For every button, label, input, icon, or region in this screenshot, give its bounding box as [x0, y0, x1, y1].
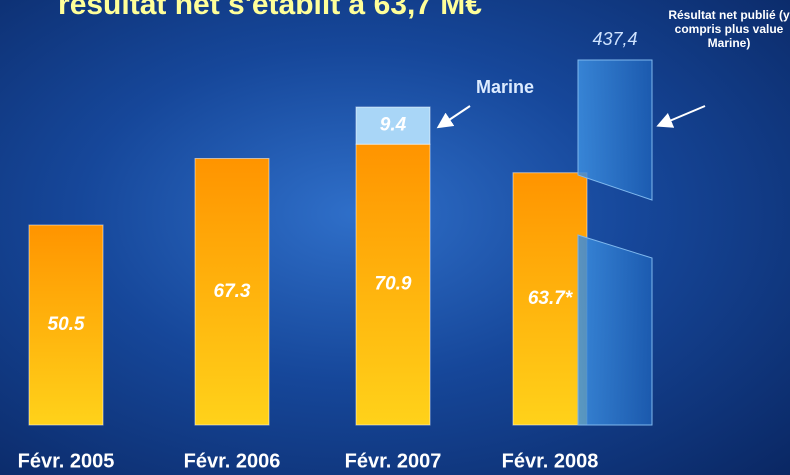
chart-title: résultat net s'établit à 63,7 M€	[58, 0, 482, 21]
bar	[577, 59, 653, 426]
value-label: 437,4	[592, 29, 637, 49]
arrow	[436, 105, 471, 129]
bar	[194, 157, 270, 426]
value-label: 50.5	[48, 314, 85, 335]
bar	[512, 172, 588, 426]
x-tick-label: Févr. 2008	[502, 450, 599, 472]
arrow	[656, 105, 706, 128]
value-label: 63.7*	[528, 288, 574, 309]
x-tick-label: Févr. 2007	[345, 450, 442, 472]
value-label: 9.4	[380, 115, 407, 136]
bar	[355, 106, 431, 145]
bar	[28, 224, 104, 426]
series-label: Marine	[476, 77, 534, 97]
x-tick-label: Févr. 2006	[184, 450, 281, 472]
x-tick-label: Févr. 2005	[18, 450, 115, 472]
value-label: 70.9	[375, 274, 412, 295]
value-label: 67.3	[214, 281, 251, 302]
series-label: Résultat net publié (y compris plus valu…	[668, 8, 790, 50]
